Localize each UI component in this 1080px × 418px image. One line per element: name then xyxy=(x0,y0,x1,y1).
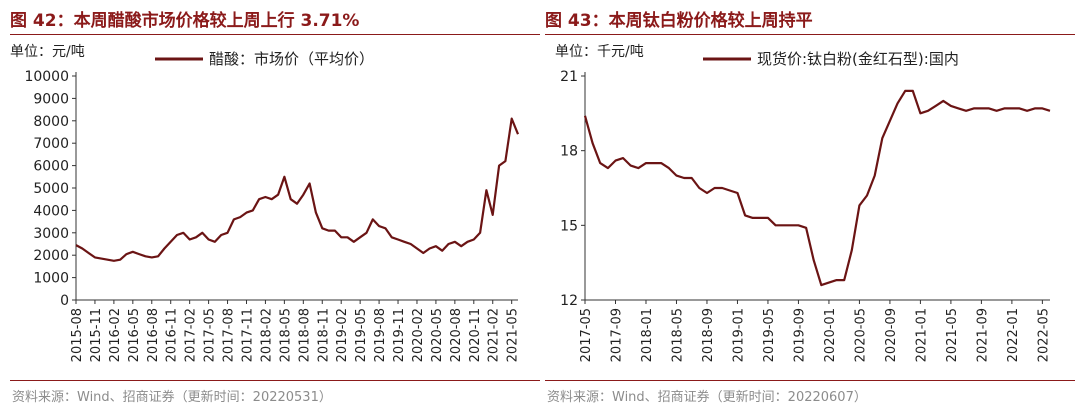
x-tick-label: 2018-01 xyxy=(640,308,655,362)
y-unit-label: 单位：千元/吨 xyxy=(555,44,644,60)
chart-panel-titanium-dioxide: 图 43：本周钛白粉价格较上周持平 单位：千元/吨 现货价:钛白粉(金红石型):国… xyxy=(545,0,1075,418)
x-tick-label: 2020-11 xyxy=(468,308,483,362)
series-line xyxy=(583,89,1051,287)
x-tick-label: 2018-05 xyxy=(278,308,293,362)
x-tick-label: 2021-05 xyxy=(945,308,960,362)
x-tick-label: 2017-02 xyxy=(184,308,199,362)
series-line xyxy=(75,117,520,262)
x-tick-label: 2021-05 xyxy=(506,308,521,362)
legend-label: 现货价:钛白粉(金红石型):国内 xyxy=(757,50,959,68)
x-tick-label: 2018-05 xyxy=(670,308,685,362)
x-tick-label: 2019-11 xyxy=(392,308,407,362)
chart-panel-acetic-acid: 图 42：本周醋酸市场价格较上周上行 3.71% 单位：元/吨 醋酸：市场价（平均… xyxy=(10,0,540,418)
x-tick-label: 2018-02 xyxy=(259,308,274,362)
x-tick-label: 2015-08 xyxy=(70,308,85,362)
titanium-dioxide-line-chart: 单位：千元/吨 现货价:钛白粉(金红石型):国内 12 15 18 21 2017-05 20… xyxy=(555,44,1051,362)
y-unit-label: 单位：元/吨 xyxy=(10,44,85,60)
chart-title: 图 42：本周醋酸市场价格较上周上行 3.71% xyxy=(10,11,360,31)
title-divider xyxy=(10,34,540,35)
x-tick-label: 2020-08 xyxy=(449,308,464,362)
x-tick-label: 2020-02 xyxy=(411,308,426,362)
x-tick-label: 2015-11 xyxy=(89,308,104,362)
y-tick-label: 18 xyxy=(560,144,578,160)
x-tick-label: 2020-09 xyxy=(884,308,899,362)
x-tick-label: 2020-05 xyxy=(430,308,445,362)
y-tick-label: 5000 xyxy=(33,181,69,197)
x-tick-label: 2018-11 xyxy=(316,308,331,362)
y-tick-label: 8000 xyxy=(33,114,69,130)
y-tick-label: 2000 xyxy=(33,248,69,264)
x-tick-label: 2020-01 xyxy=(823,308,838,362)
acetic-acid-line-chart: 单位：元/吨 醋酸：市场价（平均价） 0 1000 2000 3000 4000 5000 60… xyxy=(10,44,521,362)
x-tick-label: 2021-01 xyxy=(914,308,929,362)
x-tick-label: 2022-05 xyxy=(1036,308,1051,362)
chart-title: 图 43：本周钛白粉价格较上周持平 xyxy=(545,11,813,31)
x-tick-label: 2019-09 xyxy=(792,308,807,362)
x-tick-label: 2016-02 xyxy=(108,308,123,362)
x-tick-label: 2019-08 xyxy=(373,308,388,362)
x-tick-label: 2017-11 xyxy=(240,308,255,362)
title-divider xyxy=(545,34,1075,35)
source-divider xyxy=(10,380,540,381)
x-tick-label: 2017-05 xyxy=(203,308,218,362)
x-tick-label: 2018-09 xyxy=(701,308,716,362)
y-tick-label: 12 xyxy=(560,293,578,309)
x-tick-label: 2022-01 xyxy=(1006,308,1021,362)
x-tick-label: 2019-05 xyxy=(762,308,777,362)
x-tick-label: 2019-01 xyxy=(731,308,746,362)
x-tick-label: 2020-05 xyxy=(853,308,868,362)
x-tick-label: 2021-02 xyxy=(487,308,502,362)
x-tick-label: 2019-02 xyxy=(335,308,350,362)
x-tick-label: 2017-09 xyxy=(609,308,624,362)
x-tick-label: 2021-09 xyxy=(975,308,990,362)
x-tick-label: 2016-08 xyxy=(146,308,161,362)
y-tick-label: 3000 xyxy=(33,226,69,242)
y-tick-label: 1000 xyxy=(33,271,69,287)
y-tick-label: 21 xyxy=(560,69,578,85)
legend-label: 醋酸：市场价（平均价） xyxy=(209,50,374,68)
x-tick-label: 2017-05 xyxy=(579,308,594,362)
y-tick-label: 7000 xyxy=(33,136,69,152)
source-divider xyxy=(545,380,1075,381)
x-tick-label: 2018-08 xyxy=(297,308,312,362)
y-tick-label: 6000 xyxy=(33,159,69,175)
x-tick-label: 2016-05 xyxy=(127,308,142,362)
x-tick-label: 2019-05 xyxy=(354,308,369,362)
y-tick-label: 0 xyxy=(60,293,69,309)
source-note: 资料来源：Wind、招商证券（更新时间：20220531） xyxy=(12,390,332,405)
source-note: 资料来源：Wind、招商证券（更新时间：20220607） xyxy=(547,390,867,405)
x-tick-label: 2017-08 xyxy=(222,308,237,362)
x-tick-label: 2016-11 xyxy=(165,308,180,362)
y-tick-label: 4000 xyxy=(33,203,69,219)
y-tick-label: 9000 xyxy=(33,91,69,107)
y-tick-label: 10000 xyxy=(24,69,69,85)
y-tick-label: 15 xyxy=(560,218,578,234)
